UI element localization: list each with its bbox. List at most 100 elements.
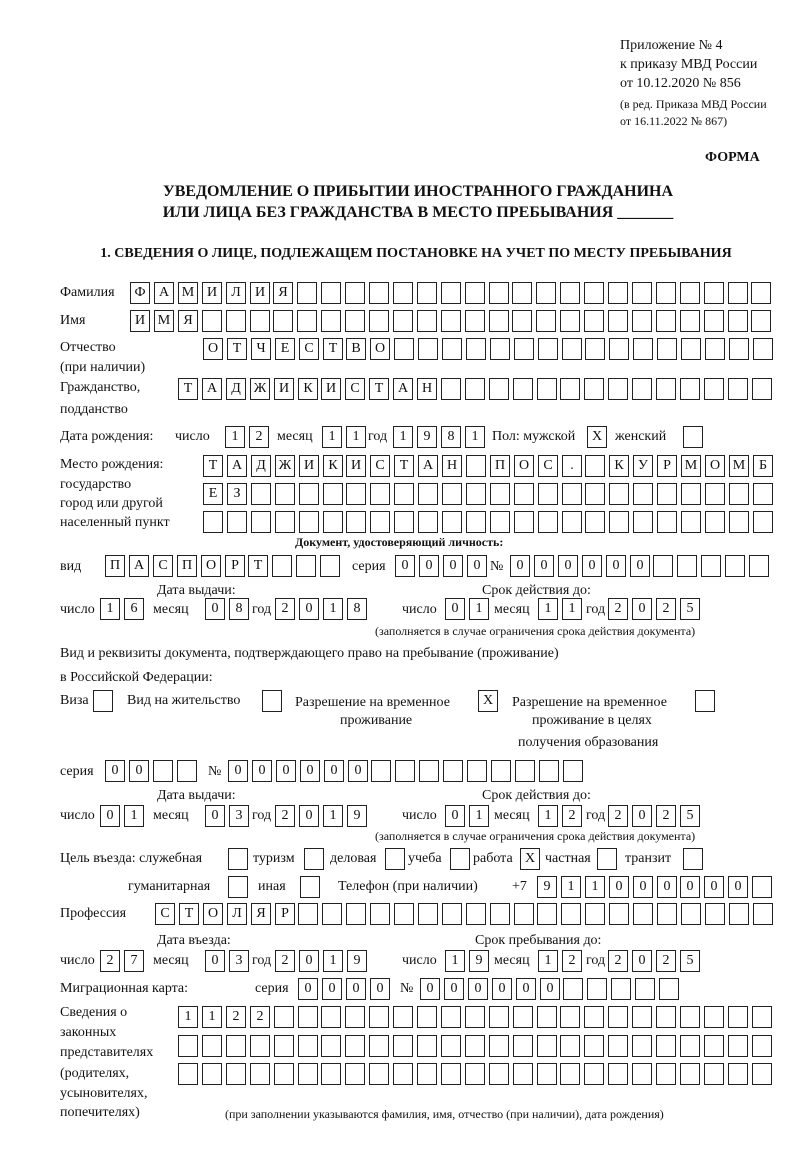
char-box-profession[interactable] [609,903,629,925]
char-box-stay-number[interactable] [443,760,463,782]
char-box-id-kind[interactable]: А [129,555,149,577]
char-box-reps3[interactable] [632,1063,652,1085]
char-box-reps2[interactable] [441,1035,461,1057]
char-box-id-kind[interactable] [296,555,316,577]
char-box-reps3[interactable] [417,1063,437,1085]
char-box-stay-number[interactable]: 0 [324,760,344,782]
char-box-reps1[interactable] [680,1006,700,1028]
char-box-stay-until-year[interactable]: 5 [680,950,700,972]
char-box-stay-number[interactable]: 0 [276,760,296,782]
char-box-reps3[interactable] [298,1063,318,1085]
char-box-citizenship[interactable] [537,378,557,400]
char-box-birth-place1[interactable]: С [370,455,390,477]
char-box-name[interactable] [608,310,628,332]
char-box-birth-place3[interactable] [227,511,247,533]
char-box-profession[interactable] [705,903,725,925]
char-box-patronymic[interactable] [729,338,749,360]
char-box-stay-valid-month[interactable]: 1 [538,805,558,827]
char-box-reps2[interactable] [560,1035,580,1057]
char-box-id-number[interactable]: 0 [606,555,626,577]
char-box-id-issue-year[interactable]: 0 [299,598,319,620]
char-box-citizenship[interactable]: И [274,378,294,400]
char-box-mc-number[interactable] [563,978,583,1000]
char-box-surname[interactable] [632,282,652,304]
char-box-patronymic[interactable] [705,338,725,360]
char-box-name[interactable] [489,310,509,332]
char-box-reps2[interactable] [680,1035,700,1057]
char-box-profession[interactable] [394,903,414,925]
char-box-citizenship[interactable] [680,378,700,400]
char-box-reps3[interactable] [369,1063,389,1085]
char-box-patronymic[interactable]: Е [275,338,295,360]
char-box-id-number[interactable] [701,555,721,577]
char-box-citizenship[interactable] [489,378,509,400]
char-box-reps2[interactable] [202,1035,222,1057]
char-box-id-kind[interactable]: С [153,555,173,577]
char-box-mc-number[interactable]: 0 [540,978,560,1000]
char-box-birth-place3[interactable] [657,511,677,533]
char-box-patronymic[interactable] [442,338,462,360]
char-box-birth-place3[interactable] [490,511,510,533]
char-box-id-kind[interactable]: Р [225,555,245,577]
char-box-stay-until-year[interactable]: 2 [608,950,628,972]
char-box-id-series[interactable]: 0 [443,555,463,577]
char-box-stay-number[interactable] [419,760,439,782]
char-box-citizenship[interactable]: А [202,378,222,400]
char-box-birth-place3[interactable] [275,511,295,533]
char-box-surname[interactable] [728,282,748,304]
char-box-mc-number[interactable]: 0 [444,978,464,1000]
char-box-id-issue-day[interactable]: 6 [124,598,144,620]
char-box-birth-place2[interactable] [609,483,629,505]
char-box-surname[interactable] [560,282,580,304]
char-box-profession[interactable] [298,903,318,925]
char-box-birth-place3[interactable] [609,511,629,533]
char-box-entry-year[interactable]: 9 [347,950,367,972]
char-box-reps2[interactable] [537,1035,557,1057]
char-box-profession[interactable] [585,903,605,925]
char-box-birth-place3[interactable] [681,511,701,533]
char-box-birth-place3[interactable] [514,511,534,533]
char-box-reps1[interactable] [274,1006,294,1028]
char-box-stay-issue-year[interactable]: 9 [347,805,367,827]
char-box-reps2[interactable] [489,1035,509,1057]
char-box-birth-place3[interactable] [299,511,319,533]
char-box-citizenship[interactable] [656,378,676,400]
char-box-birth-place3[interactable] [394,511,414,533]
char-box-profession[interactable]: О [203,903,223,925]
char-box-reps3[interactable] [393,1063,413,1085]
checkbox-visa[interactable] [93,690,113,712]
checkbox-p-work[interactable]: X [520,848,540,870]
char-box-birth-place2[interactable] [490,483,510,505]
char-box-id-number[interactable]: 0 [630,555,650,577]
char-box-profession[interactable] [466,903,486,925]
char-box-reps2[interactable] [632,1035,652,1057]
char-box-id-number[interactable]: 0 [510,555,530,577]
char-box-birth-place2[interactable]: Е [203,483,223,505]
char-box-name[interactable] [728,310,748,332]
char-box-birth-year[interactable]: 9 [417,426,437,448]
char-box-phone[interactable]: 1 [561,876,581,898]
char-box-stay-number[interactable] [491,760,511,782]
char-box-stay-until-month[interactable]: 2 [562,950,582,972]
char-box-id-valid-month[interactable]: 1 [562,598,582,620]
char-box-stay-series[interactable] [153,760,173,782]
char-box-reps3[interactable] [537,1063,557,1085]
char-box-birth-place2[interactable] [418,483,438,505]
checkbox-p-study[interactable] [450,848,470,870]
char-box-reps3[interactable] [608,1063,628,1085]
char-box-profession[interactable] [370,903,390,925]
char-box-birth-place3[interactable] [346,511,366,533]
char-box-citizenship[interactable]: И [321,378,341,400]
char-box-birth-place2[interactable] [323,483,343,505]
char-box-stay-number[interactable] [371,760,391,782]
char-box-reps1[interactable] [608,1006,628,1028]
char-box-profession[interactable]: Т [179,903,199,925]
char-box-patronymic[interactable] [753,338,773,360]
char-box-name[interactable] [465,310,485,332]
char-box-profession[interactable]: С [155,903,175,925]
char-box-reps1[interactable] [489,1006,509,1028]
char-box-stay-series[interactable]: 0 [105,760,125,782]
char-box-phone[interactable]: 1 [585,876,605,898]
char-box-stay-number[interactable]: 0 [228,760,248,782]
char-box-stay-issue-year[interactable]: 2 [275,805,295,827]
